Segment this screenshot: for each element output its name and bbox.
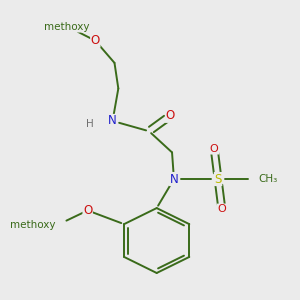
Text: O: O (91, 34, 100, 47)
Text: O: O (83, 204, 92, 217)
Text: N: N (108, 115, 117, 128)
Text: O: O (218, 204, 226, 214)
Text: N: N (169, 172, 178, 185)
Text: CH₃: CH₃ (258, 174, 277, 184)
Text: O: O (166, 109, 175, 122)
Text: methoxy: methoxy (10, 220, 56, 230)
Text: O: O (210, 144, 219, 154)
Text: S: S (214, 172, 222, 185)
Text: H: H (86, 119, 94, 129)
Text: methoxy: methoxy (44, 22, 89, 32)
